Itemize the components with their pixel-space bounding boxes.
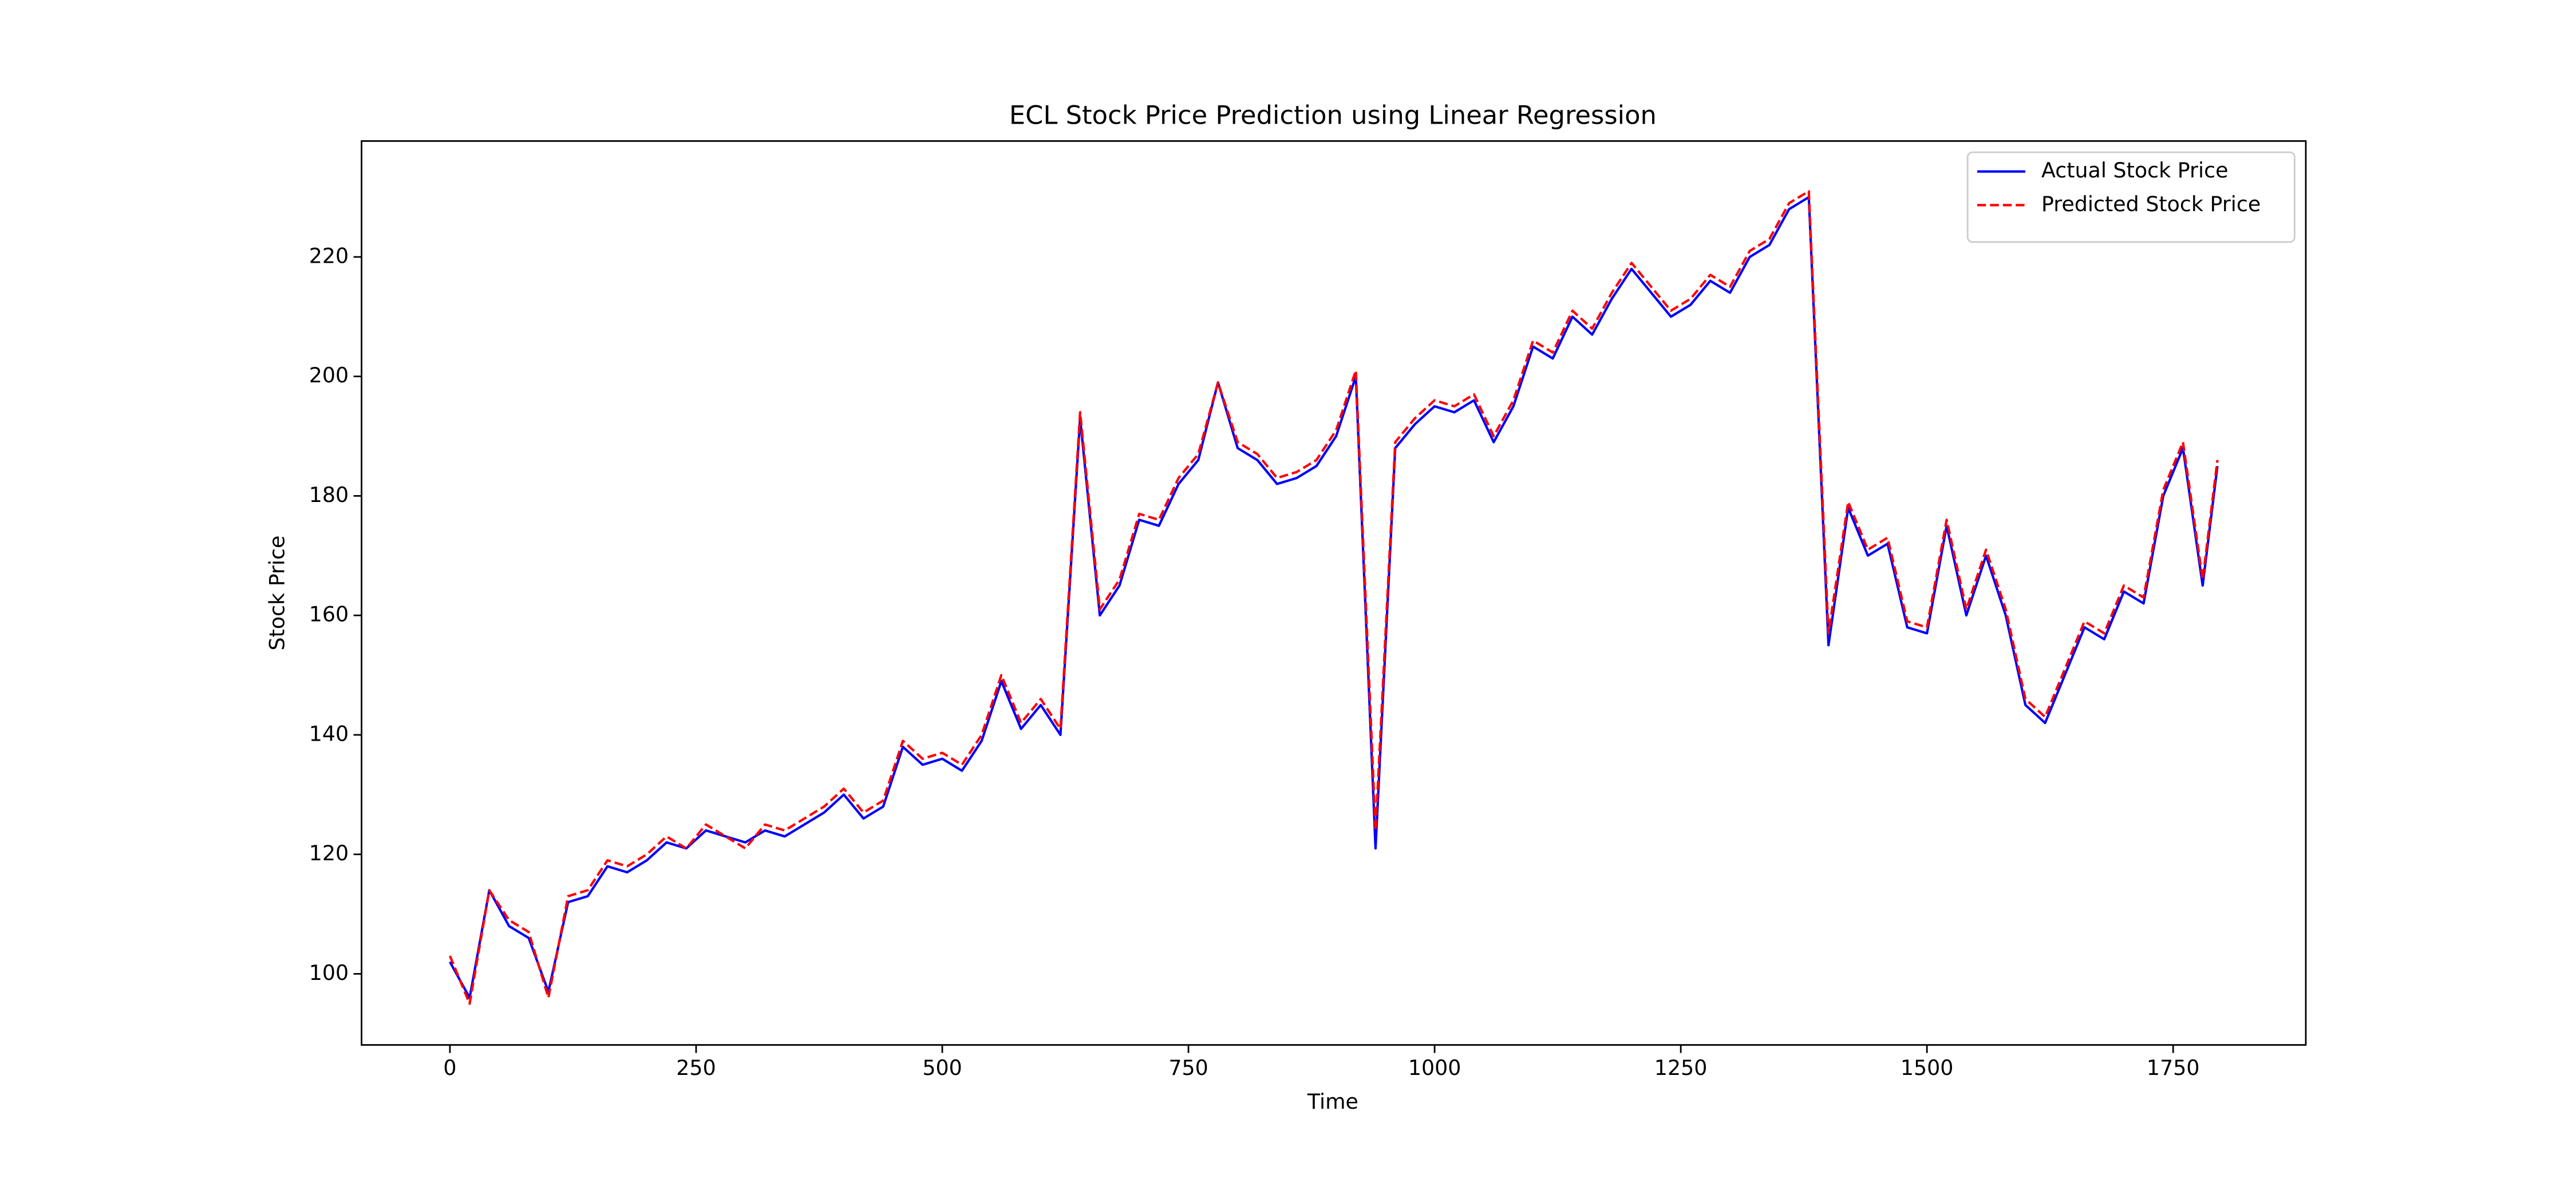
y-tick-label: 120: [309, 841, 349, 865]
x-tick-label: 500: [922, 1055, 962, 1080]
line-series: [449, 189, 2219, 1005]
x-tick-label: 750: [1168, 1055, 1208, 1080]
x-tick-label: 0: [443, 1055, 456, 1080]
y-axis-label: Stock Price: [265, 536, 290, 651]
x-tick-label: 1000: [1408, 1055, 1461, 1080]
legend-box: [1966, 151, 2296, 243]
plot-frame: [361, 140, 2307, 1046]
legend-label: Predicted Stock Price: [2041, 192, 2261, 216]
y-tick-label: 100: [309, 960, 349, 985]
x-tick-label: 1250: [1654, 1055, 1708, 1080]
y-tick-label: 220: [309, 243, 349, 268]
x-tick-label: 250: [676, 1055, 716, 1080]
y-tick-label: 160: [309, 602, 349, 627]
x-axis-label: Time: [1307, 1089, 1358, 1114]
chart-title: ECL Stock Price Prediction using Linear …: [1009, 100, 1657, 130]
y-tick-label: 180: [309, 483, 349, 507]
line-series: [449, 196, 2219, 999]
legend-label: Actual Stock Price: [2041, 158, 2229, 183]
x-tick-label: 1750: [2147, 1055, 2200, 1080]
x-tick-label: 1500: [1901, 1055, 1954, 1080]
y-tick-label: 140: [309, 721, 349, 746]
y-tick-label: 200: [309, 363, 349, 388]
